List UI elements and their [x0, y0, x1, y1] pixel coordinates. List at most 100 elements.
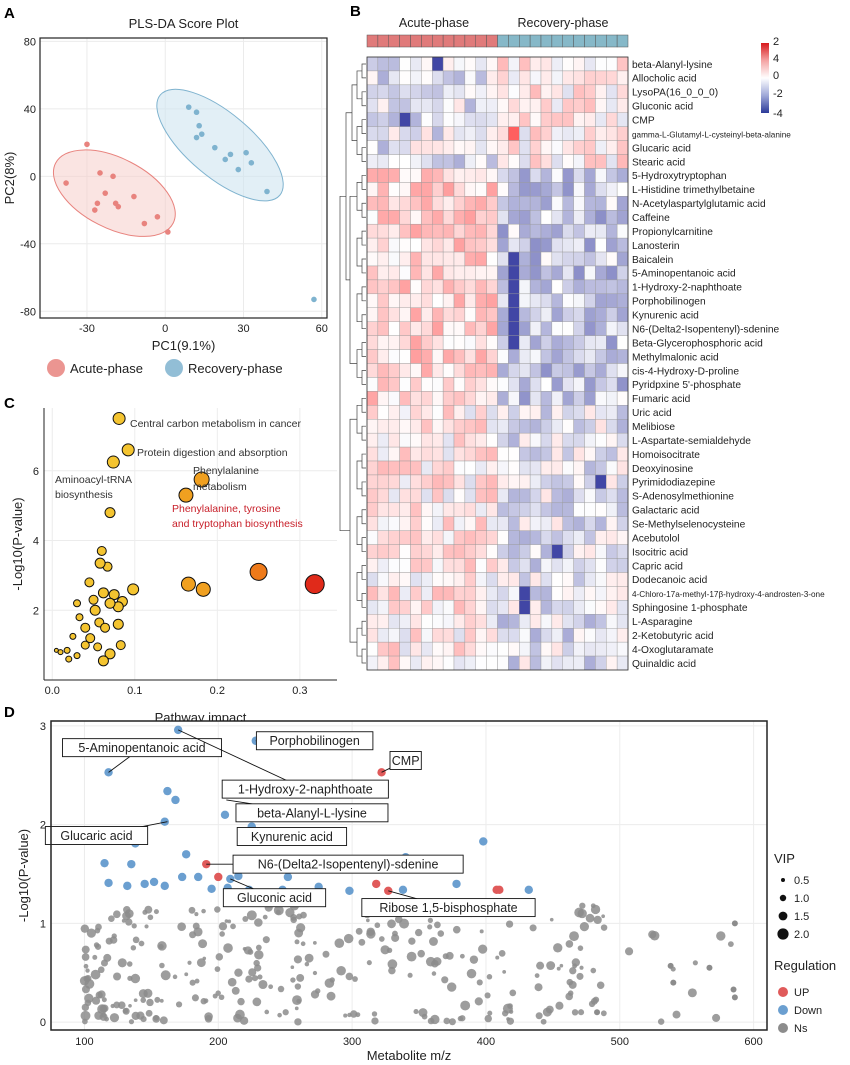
ns-metabolite-point — [434, 921, 441, 929]
dendrogram-branch — [356, 293, 362, 323]
heatmap-row-label: S-Adenosylmethionine — [632, 492, 734, 503]
plot-area — [51, 721, 767, 1030]
heatmap-cell — [453, 210, 466, 225]
heatmap-cell — [399, 293, 411, 308]
heatmap-cell — [486, 98, 498, 113]
heatmap-cell — [421, 335, 433, 350]
heatmap-cell — [606, 363, 618, 378]
heatmap-cell — [410, 460, 422, 476]
heatmap-cell — [497, 502, 509, 517]
heatmap-cell — [529, 391, 542, 406]
heatmap-cell — [388, 586, 400, 601]
ns-metabolite-point — [92, 954, 98, 960]
ns-metabolite-point — [507, 1003, 513, 1009]
heatmap-cell — [573, 251, 585, 267]
down-metabolite-point — [123, 881, 132, 891]
ns-metabolite-point — [371, 1011, 378, 1017]
heatmap-cell — [475, 572, 487, 587]
heatmap-cell — [606, 98, 618, 113]
acute-sample-point — [131, 193, 137, 200]
heatmap-cell — [453, 363, 466, 378]
pathway-bubble — [115, 640, 126, 651]
heatmap-cell — [573, 530, 585, 545]
vip-legend-swatch — [781, 878, 785, 882]
heatmap-cell — [540, 614, 553, 629]
heatmap-cell — [529, 446, 542, 462]
heatmap-cell — [377, 182, 389, 197]
heatmap-cell — [540, 558, 553, 573]
heatmap-cell — [573, 223, 585, 239]
heatmap-cell — [432, 432, 444, 448]
heatmap-cell — [421, 502, 433, 517]
group-bar-cell — [519, 34, 531, 48]
ns-metabolite-point — [188, 906, 196, 914]
heatmap-cell — [366, 168, 379, 183]
ns-metabolite-point — [498, 950, 506, 957]
heatmap-row-label: Caffeine — [632, 213, 670, 224]
ns-metabolite-point — [189, 979, 196, 986]
heatmap-cell — [562, 460, 574, 476]
heatmap-cell — [399, 265, 411, 281]
label-box — [361, 898, 536, 918]
down-metabolite-point — [163, 786, 172, 796]
ns-metabolite-point — [86, 928, 96, 938]
down-metabolite-point — [140, 879, 149, 889]
heatmap-cell — [421, 530, 433, 545]
heatmap-cell — [442, 335, 455, 350]
ns-metabolite-point — [105, 937, 113, 945]
heatmap-cell — [562, 307, 574, 322]
dendrogram-branch — [361, 648, 366, 664]
heatmap-cell — [573, 586, 585, 601]
heatmap-cell — [442, 56, 455, 72]
pathway-bubble — [106, 455, 120, 469]
heatmap-cell — [540, 572, 553, 587]
heatmap-cell — [442, 419, 455, 434]
heatmap-cell — [410, 321, 422, 336]
ns-metabolite-point — [509, 1009, 514, 1014]
heatmap-cell — [388, 251, 400, 267]
heatmap-cell — [410, 655, 422, 671]
x-tick-label: 60 — [316, 323, 328, 335]
heatmap-cell — [388, 182, 400, 197]
dendrogram-branch — [349, 418, 357, 643]
heatmap-cell — [410, 405, 422, 420]
heatmap-cell — [519, 391, 531, 406]
heatmap-cell — [519, 586, 531, 601]
heatmap-cell — [442, 196, 455, 211]
heatmap-cell — [551, 293, 563, 308]
heatmap-cell — [616, 112, 629, 127]
heatmap-cell — [377, 335, 389, 350]
heatmap-cell — [464, 628, 476, 643]
heatmap-cell — [377, 210, 389, 225]
heatmap-cell — [388, 474, 400, 490]
heatmap-row-label: 1-Hydroxy-2-naphthoate — [632, 283, 742, 294]
heatmap-cell — [475, 335, 487, 350]
label-box — [222, 888, 327, 908]
ns-metabolite-point — [237, 997, 245, 1006]
heatmap-cell — [584, 586, 596, 601]
up-metabolite-point — [372, 879, 381, 889]
heatmap-cell — [377, 265, 389, 281]
heatmap-cell — [606, 600, 618, 615]
heatmap-cell — [519, 474, 531, 490]
heatmap-cell — [399, 614, 411, 629]
heatmap-cell — [366, 140, 379, 155]
heatmap-cell — [595, 655, 607, 671]
heatmap-cell — [366, 474, 379, 490]
group-bar-cell — [486, 34, 498, 48]
heatmap-cell — [529, 628, 542, 643]
heatmap-cell — [497, 363, 509, 378]
heatmap-cell — [584, 293, 596, 308]
heatmap-cell — [442, 446, 455, 462]
heatmap-cell — [464, 474, 476, 490]
heatmap-cell — [562, 70, 574, 86]
heatmap-cell — [432, 293, 444, 308]
heatmap-row-label: N-Acetylaspartylglutamic acid — [632, 199, 766, 210]
heatmap-cell — [562, 265, 574, 281]
heatmap-cell — [529, 349, 542, 364]
pathway-bubble — [69, 632, 77, 640]
heatmap-cell — [421, 293, 433, 308]
y-tick-label: 6 — [33, 466, 39, 478]
dendrogram-branch — [361, 175, 366, 190]
pathway-bubble — [97, 587, 109, 599]
